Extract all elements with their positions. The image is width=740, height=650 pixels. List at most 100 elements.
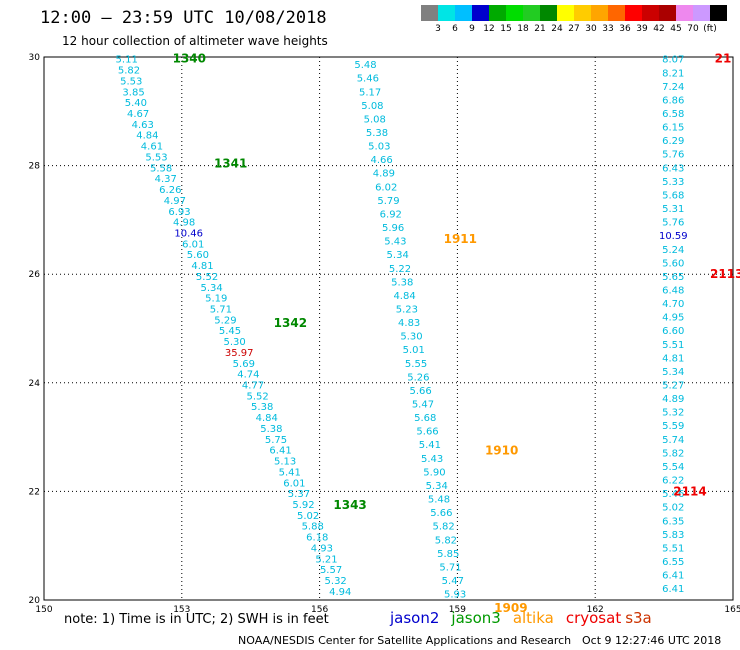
page-title: 12:00 – 23:59 UTC 10/08/2018	[40, 8, 327, 28]
color-scale-labels: 3 6 9 12 15 18 21 24 27 30 33 36 39 42 45 70 (ft)	[421, 24, 733, 36]
data-point-label: 5.43	[421, 454, 443, 465]
data-point-label: 6.18	[306, 533, 328, 544]
data-point-label: 5.92	[292, 500, 314, 511]
data-point-label: 5.58	[150, 163, 172, 174]
data-point-label: 5.79	[377, 196, 399, 207]
data-point-label: 6.43	[662, 163, 684, 174]
data-point-label: 5.03	[368, 142, 390, 153]
color-scale-swatch	[540, 5, 557, 21]
data-point-label: 5.24	[662, 245, 684, 256]
data-point-label: 5.29	[214, 315, 236, 326]
data-point-label: 4.94	[329, 587, 351, 598]
data-point-label: 5.82	[662, 448, 684, 459]
color-scale-label: 70	[687, 24, 699, 34]
data-point-label: 5.17	[359, 87, 381, 98]
color-scale-bar	[421, 5, 727, 21]
track-label: 1343	[333, 498, 366, 512]
data-point-label: 5.85	[437, 549, 459, 560]
data-point-label: 4.84	[136, 131, 158, 142]
data-point-label: 4.89	[373, 169, 395, 180]
y-tick-label: 20	[29, 596, 41, 606]
data-point-label: 5.34	[426, 481, 448, 492]
data-point-label: 4.98	[173, 218, 195, 229]
y-tick-label: 26	[29, 270, 41, 280]
data-point-label: 5.53	[145, 152, 167, 163]
color-scale-swatch	[523, 5, 540, 21]
data-point-label: 6.22	[662, 476, 684, 487]
data-point-label: 6.55	[662, 557, 684, 568]
data-point-label: 4.66	[370, 155, 392, 166]
data-point-label: 5.82	[432, 522, 454, 533]
data-point-label: 5.60	[662, 258, 684, 269]
data-point-label: 5.51	[662, 543, 684, 554]
x-tick-label: 159	[449, 605, 466, 615]
track-label: 2113	[710, 267, 740, 281]
track-label: 1341	[214, 156, 247, 170]
color-scale: 3 6 9 12 15 18 21 24 27 30 33 36 39 42 45 70 (ft)	[421, 5, 733, 37]
data-point-label: 10.46	[174, 228, 203, 239]
data-point-label: 5.47	[442, 576, 464, 587]
data-point-label: 5.51	[662, 340, 684, 351]
data-point-label: 5.83	[662, 530, 684, 541]
data-point-label: 5.46	[662, 489, 684, 500]
x-tick-label: 162	[587, 605, 604, 615]
color-scale-swatch	[421, 5, 438, 21]
data-point-label: 5.41	[419, 440, 441, 451]
track-label: 21	[715, 52, 732, 66]
x-tick-label: 165	[724, 605, 740, 615]
data-point-label: 5.82	[118, 66, 140, 77]
color-scale-swatch	[472, 5, 489, 21]
x-tick-label: 153	[173, 605, 190, 615]
data-point-label: 5.45	[219, 326, 241, 337]
data-point-label: 5.40	[125, 98, 147, 109]
color-scale-label: 12	[483, 24, 495, 34]
data-point-label: 5.59	[662, 421, 684, 432]
data-point-label: 6.41	[662, 584, 684, 595]
data-point-label: 5.11	[116, 55, 138, 66]
data-point-label: 4.77	[242, 381, 264, 392]
color-scale-swatch	[676, 5, 693, 21]
data-point-label: 6.35	[662, 516, 684, 527]
color-scale-swatch	[506, 5, 523, 21]
data-point-label: 35.97	[225, 348, 254, 359]
data-point-label: 5.34	[662, 367, 684, 378]
data-point-label: 10.59	[659, 231, 688, 242]
data-point-label: 4.37	[155, 174, 177, 185]
color-scale-swatch	[557, 5, 574, 21]
color-scale-label: 21	[534, 24, 546, 34]
data-point-label: 5.38	[391, 277, 413, 288]
data-point-label: 5.08	[364, 114, 386, 125]
legend-item-altika: altika	[512, 609, 554, 627]
data-point-label: 5.48	[428, 495, 450, 506]
legend-item-s3a: s3a	[625, 609, 652, 627]
data-point-label: 4.89	[662, 394, 684, 405]
data-point-label: 4.81	[662, 353, 684, 364]
data-point-label: 4.81	[191, 261, 213, 272]
data-point-label: 5.76	[662, 150, 684, 161]
data-point-label: 5.55	[405, 359, 427, 370]
data-point-label: 6.01	[182, 239, 204, 250]
color-scale-swatch	[591, 5, 608, 21]
data-point-label: 5.69	[233, 359, 255, 370]
footer-credit: NOAA/NESDIS Center for Satellite Applica…	[238, 634, 572, 647]
data-point-label: 5.02	[662, 503, 684, 514]
data-point-label: 5.52	[246, 391, 268, 402]
data-point-label: 4.70	[662, 299, 684, 310]
data-point-label: 5.60	[187, 250, 209, 261]
data-point-label: 5.02	[297, 511, 319, 522]
data-point-label: 4.84	[393, 291, 415, 302]
color-scale-swatch	[608, 5, 625, 21]
color-scale-label: 24	[551, 24, 563, 34]
track-label: 1911	[444, 232, 477, 246]
data-point-label: 6.26	[159, 185, 181, 196]
data-point-label: 5.57	[320, 565, 342, 576]
y-tick-label: 22	[29, 487, 40, 497]
data-point-label: 5.27	[662, 381, 684, 392]
data-point-label: 5.66	[410, 386, 432, 397]
color-scale-label: 6	[452, 24, 458, 34]
data-point-label: 5.54	[662, 462, 684, 473]
data-point-label: 5.22	[389, 264, 411, 275]
footer-note: note: 1) Time is in UTC; 2) SWH is in fe…	[64, 612, 329, 627]
data-point-label: 5.76	[662, 218, 684, 229]
data-point-label: 7.24	[662, 82, 684, 93]
